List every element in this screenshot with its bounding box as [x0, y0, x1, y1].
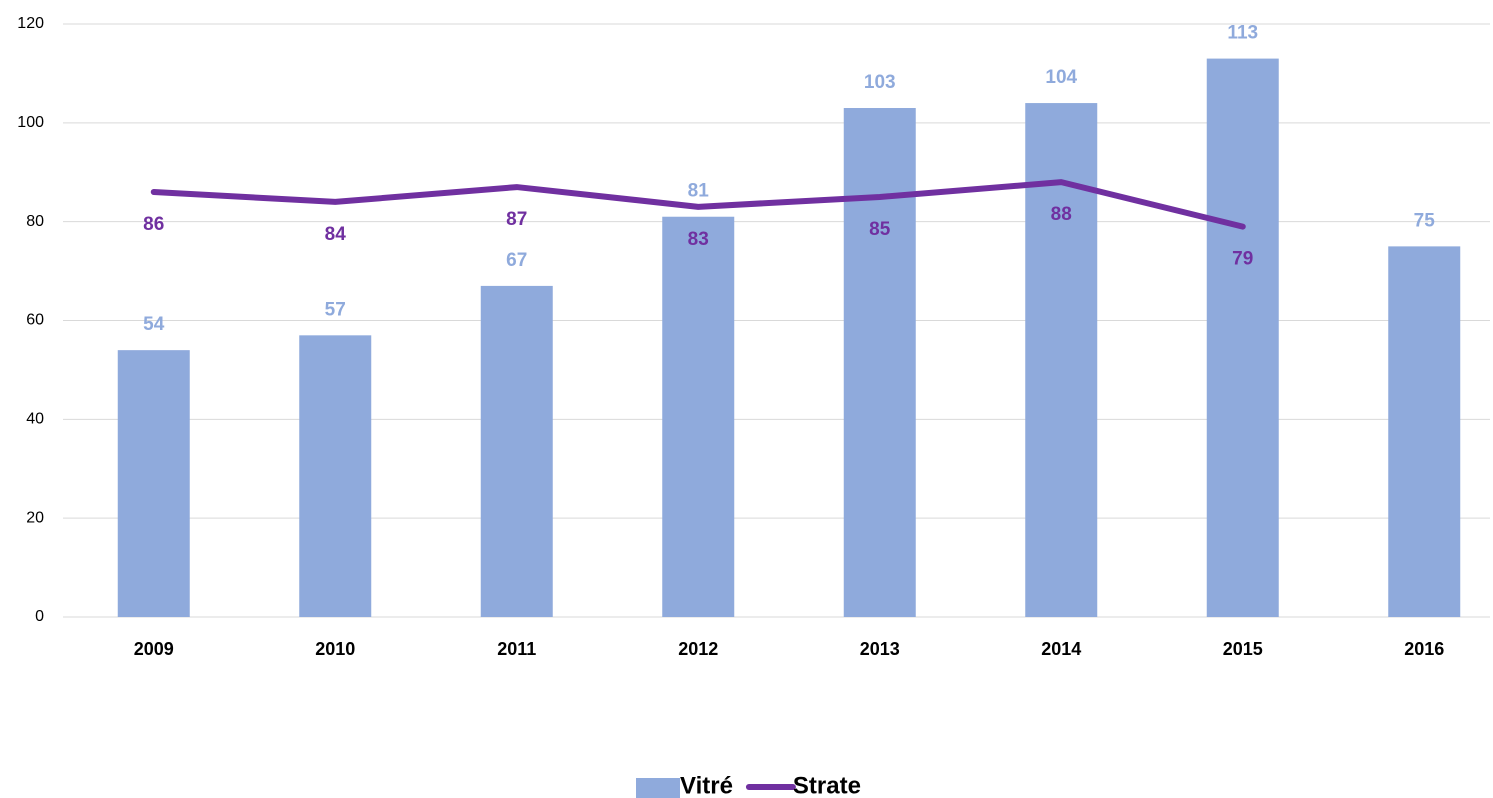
- data-label: 84: [325, 224, 347, 245]
- y-tick-label: 0: [35, 608, 44, 625]
- x-tick-label: 2012: [678, 639, 718, 659]
- y-tick-label: 60: [26, 312, 44, 329]
- data-label: 79: [1232, 249, 1253, 270]
- line: [150, 179, 1246, 230]
- x-tick-label: 2009: [134, 639, 174, 659]
- legend-label: Vitré: [680, 772, 733, 798]
- data-label: 85: [869, 219, 891, 240]
- legend-label: Strate: [793, 772, 861, 798]
- data-label: 113: [1227, 23, 1258, 44]
- bar: [662, 216, 735, 617]
- x-tick-label: 2015: [1223, 639, 1263, 659]
- data-label: 83: [688, 229, 709, 250]
- bar: [480, 285, 553, 617]
- x-tick-label: 2013: [860, 639, 900, 659]
- data-label: 81: [688, 181, 710, 202]
- bar: [117, 350, 190, 617]
- y-tick-label: 120: [17, 15, 44, 32]
- data-label: 57: [325, 299, 346, 320]
- data-label: 86: [143, 214, 164, 235]
- legend-swatch: [636, 778, 680, 798]
- y-tick-label: 20: [26, 509, 44, 526]
- data-label: 88: [1051, 204, 1072, 225]
- data-label: 87: [506, 209, 527, 230]
- data-label: 54: [143, 314, 165, 335]
- data-label: 103: [864, 72, 896, 93]
- bar: [1388, 246, 1461, 617]
- x-tick-label: 2016: [1404, 639, 1444, 659]
- x-tick-label: 2010: [315, 639, 355, 659]
- x-tick-label: 2014: [1041, 639, 1081, 659]
- y-tick-label: 80: [26, 213, 44, 230]
- data-label: 67: [506, 250, 527, 271]
- y-tick-label: 100: [17, 114, 44, 131]
- bar: [299, 335, 372, 617]
- y-tick-label: 40: [26, 411, 44, 428]
- data-label: 104: [1045, 67, 1077, 88]
- data-label: 75: [1414, 210, 1436, 231]
- bar: [843, 108, 916, 617]
- x-tick-label: 2011: [497, 639, 536, 659]
- bar: [1206, 58, 1279, 617]
